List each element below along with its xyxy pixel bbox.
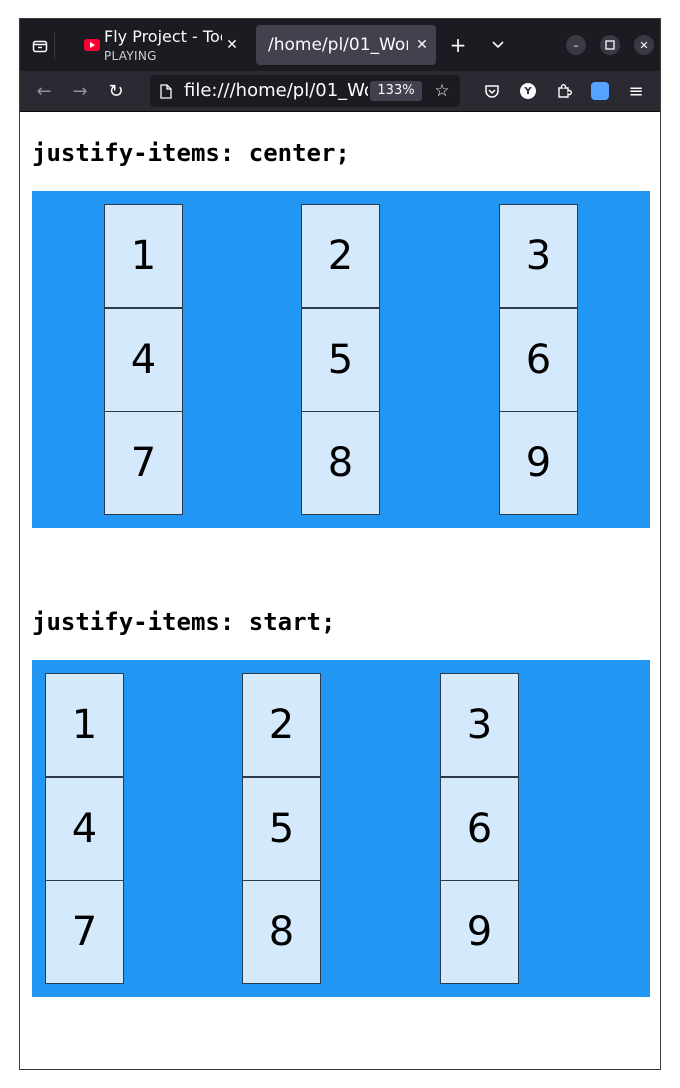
grid-item: 8 — [242, 880, 321, 984]
grid-container-start: 1 2 3 4 5 6 7 8 9 — [32, 660, 650, 997]
back-button[interactable]: ← — [34, 80, 54, 102]
address-bar[interactable]: file:///home/pl/01_Workspace 133% ☆ — [150, 75, 460, 107]
list-all-tabs-button[interactable] — [488, 35, 508, 55]
tab-active-file[interactable]: /home/pl/01_Workspace ✕ — [256, 25, 436, 65]
maximize-icon — [605, 40, 615, 50]
close-icon: ✕ — [639, 38, 649, 52]
navigation-toolbar: ← → ↻ file:///home/pl/01_Workspace 133% … — [20, 71, 660, 112]
tab-list-button[interactable] — [26, 33, 55, 59]
tab-title: /home/pl/01_Workspace — [268, 35, 408, 55]
tab-youtube[interactable]: Fly Project - Toca Toca PLAYING ✕ — [78, 25, 246, 65]
grid-item: 2 — [301, 204, 380, 308]
pocket-icon — [485, 84, 499, 98]
star-icon: ☆ — [434, 81, 450, 101]
tab-title: Fly Project - Toca Toca — [104, 27, 222, 46]
tab-list-icon — [32, 40, 48, 53]
minimize-button[interactable]: – — [566, 35, 586, 55]
hamburger-menu-icon: ≡ — [628, 80, 644, 102]
grid-item: 4 — [45, 777, 124, 881]
grid-item: 9 — [440, 880, 519, 984]
section-heading: justify-items: center; — [32, 139, 350, 167]
grid-item: 7 — [45, 880, 124, 984]
page-info-button[interactable] — [158, 81, 174, 101]
forward-button[interactable]: → — [70, 80, 90, 102]
youtube-icon — [84, 39, 100, 51]
pocket-button[interactable] — [482, 81, 502, 101]
puzzle-icon — [558, 84, 572, 98]
close-tab-icon[interactable]: ✕ — [226, 37, 238, 53]
grid-item: 5 — [242, 777, 321, 881]
browser-window: Fly Project - Toca Toca PLAYING ✕ /home/… — [19, 18, 661, 1070]
extension-y-icon: Y — [520, 83, 536, 99]
extension-blue-icon — [591, 82, 609, 100]
grid-item: 1 — [104, 204, 183, 308]
grid-item: 1 — [45, 673, 124, 777]
grid-item: 8 — [301, 411, 380, 515]
grid-item: 4 — [104, 308, 183, 412]
extensions-button[interactable] — [554, 81, 574, 101]
bookmark-button[interactable]: ☆ — [432, 81, 452, 101]
grid-item: 3 — [499, 204, 578, 308]
tab-bar: Fly Project - Toca Toca PLAYING ✕ /home/… — [20, 19, 660, 71]
grid-item: 2 — [242, 673, 321, 777]
grid-item: 5 — [301, 308, 380, 412]
grid-item: 9 — [499, 411, 578, 515]
app-menu-button[interactable]: ≡ — [626, 80, 646, 102]
grid-item: 6 — [440, 777, 519, 881]
maximize-button[interactable] — [600, 35, 620, 55]
url-text[interactable]: file:///home/pl/01_Workspace — [184, 80, 368, 101]
extension-y-button[interactable]: Y — [518, 81, 538, 101]
page-content: justify-items: center; 1 2 3 4 5 6 7 8 9… — [20, 112, 660, 1069]
chevron-down-icon — [492, 41, 504, 49]
grid-item: 6 — [499, 308, 578, 412]
reload-icon: ↻ — [108, 80, 124, 102]
section-heading: justify-items: start; — [32, 608, 336, 636]
grid-item: 3 — [440, 673, 519, 777]
close-tab-icon[interactable]: ✕ — [416, 37, 428, 53]
back-arrow-icon: ← — [36, 80, 52, 102]
zoom-level[interactable]: 133% — [370, 81, 422, 101]
plus-icon: + — [449, 33, 467, 57]
reload-button[interactable]: ↻ — [106, 80, 126, 102]
minimize-icon: – — [573, 38, 579, 52]
tab-playing-label: PLAYING — [104, 49, 157, 63]
file-icon — [160, 83, 172, 99]
new-tab-button[interactable]: + — [448, 33, 468, 57]
close-window-button[interactable]: ✕ — [634, 35, 654, 55]
grid-item: 7 — [104, 411, 183, 515]
forward-arrow-icon: → — [72, 80, 88, 102]
grid-container-center: 1 2 3 4 5 6 7 8 9 — [32, 191, 650, 528]
extension-blue-button[interactable] — [590, 81, 610, 101]
